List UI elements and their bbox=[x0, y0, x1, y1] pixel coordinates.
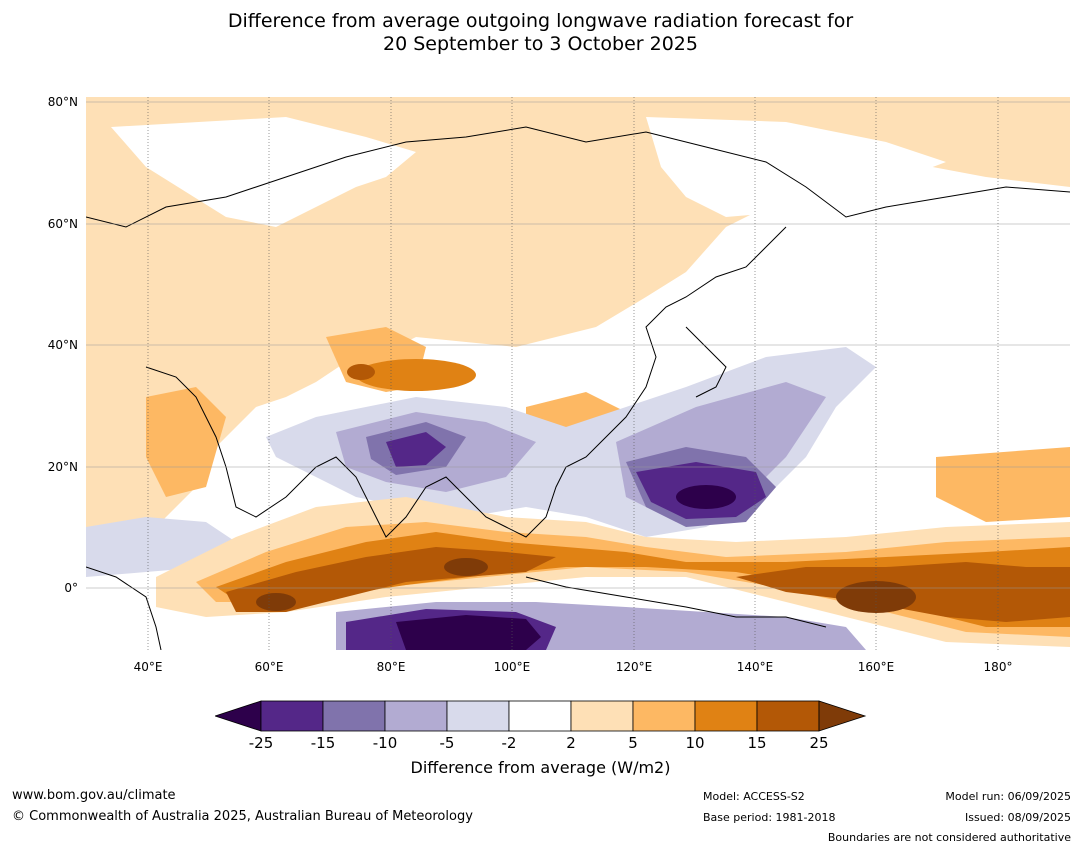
positive-anomaly-region-north bbox=[86, 97, 1070, 567]
title-line-2: 20 September to 3 October 2025 bbox=[383, 33, 698, 55]
lon-label-160e: 160°E bbox=[857, 660, 895, 674]
model-name: Model: ACCESS-S2 bbox=[703, 790, 805, 803]
copyright-text: © Commonwealth of Australia 2025, Austra… bbox=[12, 809, 473, 824]
colorbar-tick-3: -10 bbox=[372, 734, 398, 752]
colorbar-extend-low bbox=[215, 700, 262, 732]
title-line-1: Difference from average outgoing longwav… bbox=[227, 10, 854, 32]
coastlines bbox=[86, 126, 1070, 650]
lon-label-60e: 60°E bbox=[254, 660, 284, 674]
colorbar-tick-10: 25 bbox=[809, 734, 829, 752]
lon-label-140e: 140°E bbox=[736, 660, 774, 674]
colorbar-tick-8: 10 bbox=[685, 734, 705, 752]
issued-date: Issued: 08/09/2025 bbox=[964, 811, 1071, 824]
lat-label-60n: 60°N bbox=[47, 217, 78, 231]
chart-title: Difference from average outgoing longwav… bbox=[0, 10, 1081, 56]
colorbar-bin-1 bbox=[260, 700, 324, 732]
lat-label-80n: 80°N bbox=[47, 95, 78, 109]
white-gap-north bbox=[111, 117, 416, 227]
colorbar-tick-9: 15 bbox=[747, 734, 767, 752]
base-period: Base period: 1981-2018 bbox=[703, 811, 836, 824]
model-run-date: Model run: 06/09/2025 bbox=[945, 790, 1071, 803]
lon-label-80e: 80°E bbox=[376, 660, 406, 674]
colorbar-tick-5: -2 bbox=[501, 734, 517, 752]
lon-label-120e: 120°E bbox=[615, 660, 653, 674]
colorbar-bin-7 bbox=[632, 700, 696, 732]
colorbar-extend-high bbox=[818, 700, 867, 732]
lon-label-100e: 100°E bbox=[493, 660, 531, 674]
negative-anomaly-south-core bbox=[396, 615, 541, 650]
lon-label-180: 180° bbox=[983, 660, 1013, 674]
colorbar-tick-2: -15 bbox=[310, 734, 336, 752]
map-svg bbox=[86, 97, 1070, 650]
anomaly-map bbox=[86, 97, 1070, 650]
positive-anomaly-peak-west bbox=[256, 593, 296, 611]
colorbar bbox=[215, 700, 867, 732]
positive-anomaly-peak-sumatra bbox=[444, 558, 488, 576]
lat-label-40n: 40°N bbox=[47, 338, 78, 352]
positive-anomaly-tibet bbox=[356, 359, 476, 391]
colorbar-label: Difference from average (W/m2) bbox=[410, 758, 671, 777]
negative-anomaly-core-india bbox=[386, 432, 446, 467]
lat-label-0: 0° bbox=[64, 581, 78, 595]
lon-label-40e: 40°E bbox=[133, 660, 163, 674]
white-gap-siberia bbox=[646, 117, 946, 217]
colorbar-tick-1: -25 bbox=[248, 734, 274, 752]
website-link[interactable]: www.bom.gov.au/climate bbox=[12, 788, 176, 803]
gridlines bbox=[86, 101, 1070, 589]
boundaries-disclaimer: Boundaries are not considered authoritat… bbox=[827, 831, 1071, 844]
white-gap-pacific bbox=[806, 192, 1070, 322]
colorbar-bin-2 bbox=[322, 700, 386, 732]
colorbar-bin-4 bbox=[446, 700, 510, 732]
colorbar-tick-7: 5 bbox=[628, 734, 638, 752]
positive-anomaly-patch-pacific bbox=[936, 447, 1070, 522]
colorbar-bin-8 bbox=[694, 700, 758, 732]
colorbar-bin-6 bbox=[570, 700, 634, 732]
meridians bbox=[147, 97, 999, 650]
positive-anomaly-tibet-core bbox=[347, 364, 375, 380]
colorbar-tick-4: -5 bbox=[439, 734, 455, 752]
negative-anomaly-peak-pacific bbox=[676, 485, 736, 509]
colorbar-tick-6: 2 bbox=[566, 734, 576, 752]
lat-label-20n: 20°N bbox=[47, 460, 78, 474]
colorbar-bin-9 bbox=[756, 700, 820, 732]
positive-anomaly-patch-arabia bbox=[146, 387, 226, 497]
colorbar-bin-3 bbox=[384, 700, 448, 732]
positive-anomaly-peak-east bbox=[836, 581, 916, 613]
colorbar-bin-5 bbox=[508, 700, 572, 732]
